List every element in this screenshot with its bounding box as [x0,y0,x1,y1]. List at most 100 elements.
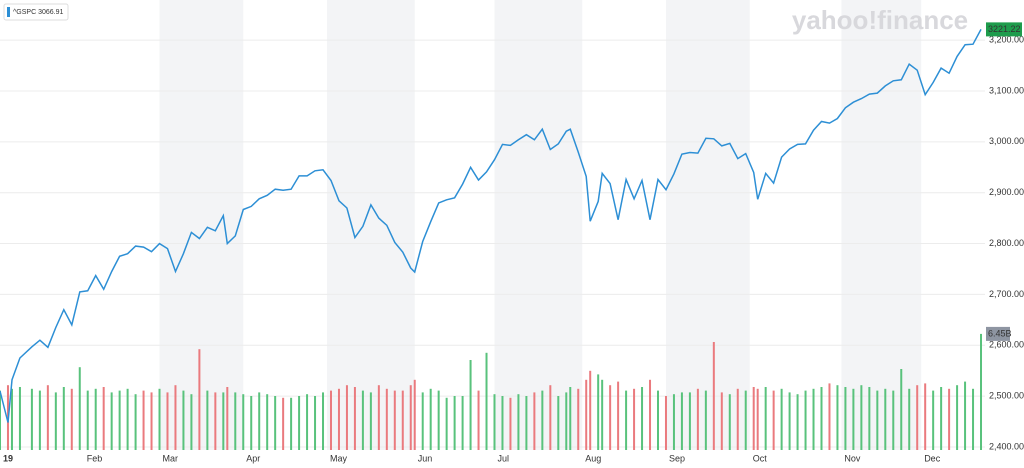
volume-bar [589,370,592,450]
volume-bar [110,392,113,450]
volume-bar [796,394,799,450]
volume-bar [852,388,855,450]
volume-bar [876,390,879,450]
volume-bar [18,387,21,450]
volume-bar [94,388,97,450]
volume-bar [649,379,652,450]
volume-bar [242,394,245,450]
volume-bar [509,397,512,450]
y-tick-label: 3,000.00 [989,136,1024,146]
volume-bar [38,390,41,450]
volume-bar [409,385,412,450]
volume-bar [485,352,488,450]
x-tick-label: Sep [669,453,685,463]
volume-bar [142,390,145,450]
volume-bar [353,387,356,450]
legend-label: ^GSPC 3066.91 [13,9,63,16]
x-tick-label: Nov [844,453,861,463]
volume-bar [884,388,887,450]
volume-bar [980,333,983,450]
volume-bar [908,388,911,450]
volume-bar [290,397,293,450]
volume-bar [322,392,325,450]
volume-bar [641,387,644,450]
volume-bar [10,388,13,450]
volume-bar [728,394,731,450]
volume-bar [756,388,759,450]
volume-bar [306,394,309,450]
volume-bar [198,349,201,450]
volume-bar [948,388,951,450]
volume-bar [836,385,839,450]
volume-bar [525,396,528,450]
volume-bar [601,379,604,450]
volume-bar [134,394,137,450]
volume-bar [266,394,269,450]
volume-bar [541,390,544,450]
volume-bar [696,388,699,450]
volume-bar [445,397,448,450]
volume-bar [385,388,388,450]
volume-bar [764,387,767,450]
volume-bar [118,390,121,450]
volume-bar [0,390,1,450]
volume-bar [126,388,129,450]
volume-bar [182,390,185,450]
volume-bar [377,385,380,450]
volume-bar [780,388,783,450]
volume-bar [206,390,209,450]
volume-bar [461,396,464,450]
volume-bar [429,388,432,450]
x-tick-label: Feb [87,453,103,463]
legend-swatch [7,7,10,17]
volume-bar [672,394,675,450]
volume-bar [860,385,863,450]
volume-bar [956,385,959,450]
y-tick-label: 2,600.00 [989,340,1024,350]
volume-bar [972,388,975,450]
volume-bar [916,385,919,450]
volume-bar [401,390,404,450]
volume-bar [557,396,560,450]
volume-bar [565,392,568,450]
volume-bar [222,392,225,450]
y-tick-label: 2,800.00 [989,238,1024,248]
y-tick-label: 2,500.00 [989,390,1024,400]
volume-bar [633,388,636,450]
volume-bar [298,396,301,450]
volume-bar [656,390,659,450]
volume-bar [30,388,33,450]
legend-box [3,3,69,21]
month-band [494,0,583,450]
volume-bar [752,387,755,450]
volume-bar [900,369,903,450]
volume-bar [477,390,480,450]
volume-bar [533,392,536,450]
volume-bar [190,394,193,450]
volume-bar [46,385,49,450]
volume-bar [688,392,691,450]
volume-bar [150,392,153,450]
volume-bar [250,396,253,450]
volume-bar [78,367,81,450]
volume-bar [453,396,456,450]
volume-bar [517,394,520,450]
volume-bar [214,392,217,450]
volume-bar [625,390,628,450]
x-tick-label: Jun [418,453,433,463]
volume-bar [86,390,89,450]
volume-bar [868,387,871,450]
x-tick-label: May [330,453,348,463]
volume-bar [102,387,105,450]
y-tick-label: 2,900.00 [989,187,1024,197]
volume-bar [844,387,847,450]
volume-bar [828,383,831,450]
last-price-tag [986,22,1022,37]
volume-bar [577,388,580,450]
volume-bar [437,390,440,450]
volume-bar [361,390,364,450]
volume-bar [493,394,496,450]
volume-bar [421,392,424,450]
volume-bar [964,381,967,450]
